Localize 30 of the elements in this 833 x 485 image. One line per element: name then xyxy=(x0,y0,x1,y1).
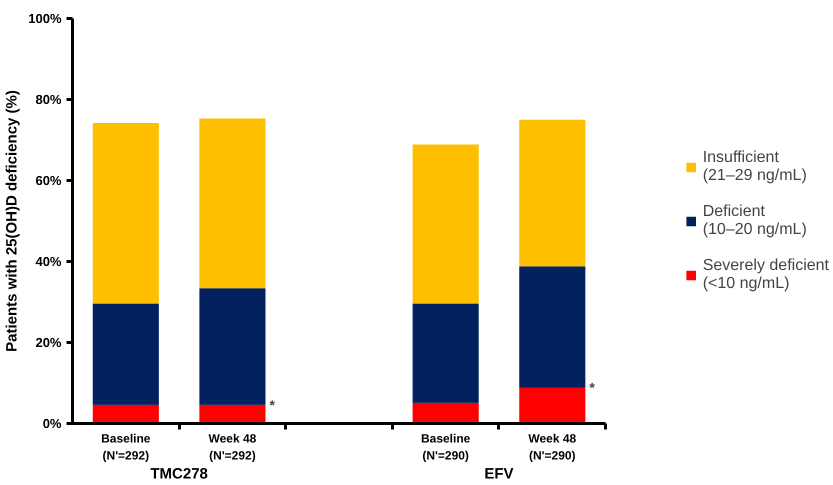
legend-label: Severely deficient (<10 ng/mL) xyxy=(702,256,829,292)
bar xyxy=(92,304,159,405)
bar xyxy=(199,404,266,424)
x-tick-label: Baseline (N'=292) xyxy=(101,432,151,462)
bar xyxy=(92,404,159,424)
bar xyxy=(519,266,586,388)
y-tick-label: 80% xyxy=(35,92,62,107)
y-tick-label: 0% xyxy=(42,416,62,431)
y-axis-title: Patients with 25(OH)D deficiency (%) xyxy=(3,90,20,352)
x-tick-label: Week 48 (N'=292) xyxy=(208,432,257,462)
bar xyxy=(199,118,266,288)
y-tick-label: 40% xyxy=(35,254,62,269)
bar xyxy=(412,304,479,403)
bar xyxy=(92,122,159,304)
text: TMC278 xyxy=(150,466,208,482)
bar xyxy=(519,120,586,266)
x-tick-label: Baseline (N'=290) xyxy=(420,432,471,462)
x-tick-label: Week 48 (N'=290) xyxy=(528,432,577,462)
text: EFV xyxy=(484,466,514,482)
legend-label: Insufficient (21–29 ng/mL) xyxy=(702,148,807,184)
bar xyxy=(519,387,586,424)
annotation: * xyxy=(269,396,276,413)
legend-label: Deficient (10–20 ng/mL) xyxy=(702,202,807,238)
annotation: * xyxy=(589,379,596,396)
y-tick-label: 60% xyxy=(35,173,62,188)
bar xyxy=(412,144,479,304)
bar xyxy=(199,288,266,405)
y-tick-label: 100% xyxy=(28,11,62,26)
y-tick-label: 20% xyxy=(35,335,62,350)
bar xyxy=(412,402,479,424)
